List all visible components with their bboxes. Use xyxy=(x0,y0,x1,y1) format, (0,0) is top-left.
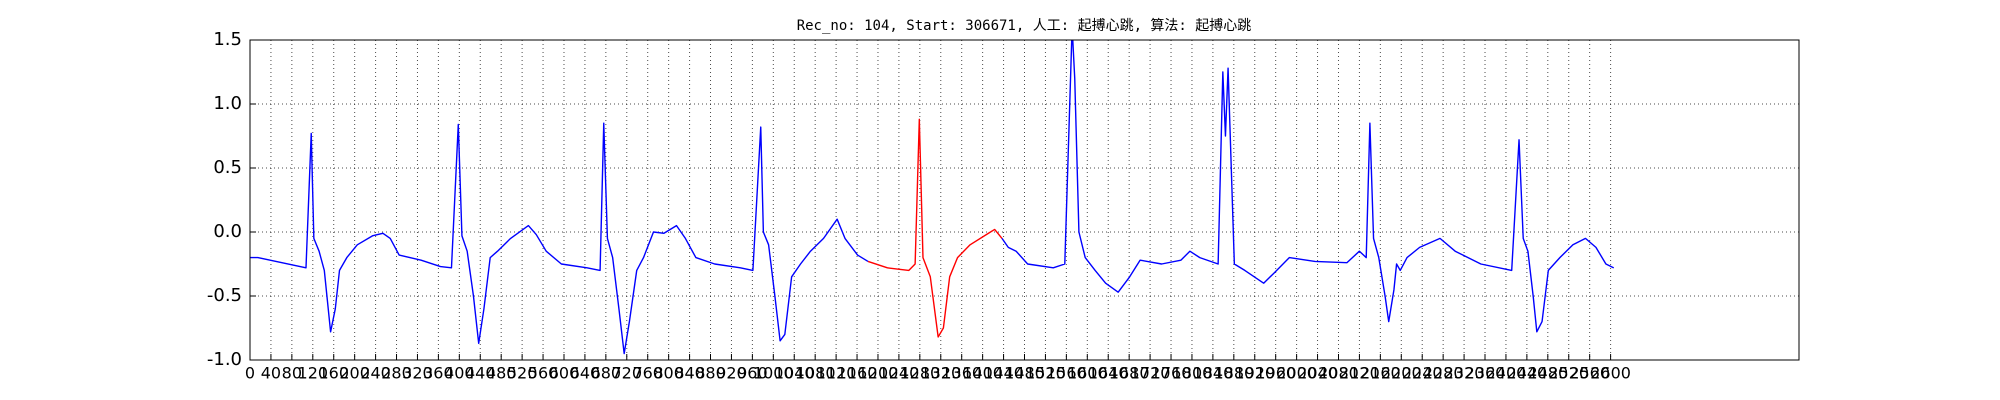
x-tick-label: 1880 xyxy=(1213,364,1254,383)
x-tick-label: 160 xyxy=(318,364,349,383)
x-tick-label: 1280 xyxy=(899,364,940,383)
x-tick-label: 1120 xyxy=(816,364,857,383)
y-tick-label: 0.0 xyxy=(213,221,242,242)
x-tick-label: 2400 xyxy=(1486,364,1527,383)
x-tick-label: 1400 xyxy=(962,364,1003,383)
y-tick-label: -1.0 xyxy=(207,349,242,370)
ecg-trace xyxy=(867,118,1003,338)
x-tick-label: 1320 xyxy=(920,364,961,383)
x-tick-label: 2240 xyxy=(1402,364,1443,383)
x-tick-label: 1440 xyxy=(983,364,1024,383)
x-tick-label: 960 xyxy=(737,364,768,383)
x-tick-label: 2040 xyxy=(1297,364,1338,383)
x-tick-label: 360 xyxy=(423,364,454,383)
x-tick-label: 2280 xyxy=(1423,364,1464,383)
x-tick-label: 520 xyxy=(507,364,538,383)
x-tick-label: 1200 xyxy=(858,364,899,383)
x-tick-label: 640 xyxy=(570,364,601,383)
x-tick-label: 200 xyxy=(339,364,370,383)
x-tick-label: 1680 xyxy=(1109,364,1150,383)
x-tick-label: 2000 xyxy=(1276,364,1317,383)
ecg-trace xyxy=(1001,40,1615,333)
x-tick-label: 2600 xyxy=(1590,364,1631,383)
x-tick-label: 2320 xyxy=(1444,364,1485,383)
x-tick-label: 800 xyxy=(653,364,684,383)
x-tick-label: 120 xyxy=(298,364,329,383)
x-tick-label: 2080 xyxy=(1318,364,1359,383)
x-tick-label: 1480 xyxy=(1004,364,1045,383)
x-tick-label: 1080 xyxy=(795,364,836,383)
x-tick-label: 1560 xyxy=(1046,364,1087,383)
x-tick-label: 1040 xyxy=(774,364,815,383)
x-tick-label: 680 xyxy=(591,364,622,383)
chart-title: Rec_no: 104, Start: 306671, 人工: 起搏心跳, 算法… xyxy=(797,17,1252,34)
x-tick-label: 1520 xyxy=(1025,364,1066,383)
x-tick-label: 2480 xyxy=(1527,364,1568,383)
x-tick-label: 1720 xyxy=(1130,364,1171,383)
x-tick-label: 80 xyxy=(282,364,302,383)
x-tick-label: 1000 xyxy=(753,364,794,383)
x-tick-label: 280 xyxy=(381,364,412,383)
x-tick-label: 840 xyxy=(674,364,705,383)
x-tick-label: 400 xyxy=(444,364,475,383)
x-tick-label: 2160 xyxy=(1360,364,1401,383)
x-tick-label: 920 xyxy=(716,364,747,383)
x-tick-label: 1800 xyxy=(1172,364,1213,383)
x-tick-label: 760 xyxy=(632,364,663,383)
x-tick-label: 1960 xyxy=(1255,364,1296,383)
x-tick-label: 440 xyxy=(465,364,496,383)
x-tick-label: 240 xyxy=(360,364,391,383)
x-tick-label: 1240 xyxy=(879,364,920,383)
x-tick-label: 1920 xyxy=(1234,364,1275,383)
y-tick-label: 1.5 xyxy=(213,29,242,50)
x-tick-label: 1160 xyxy=(837,364,878,383)
ecg-trace xyxy=(250,122,869,355)
x-tick-label: 880 xyxy=(695,364,726,383)
x-tick-label: 2560 xyxy=(1569,364,1610,383)
x-tick-label: 480 xyxy=(486,364,517,383)
x-tick-label: 1760 xyxy=(1151,364,1192,383)
x-tick-label: 1840 xyxy=(1193,364,1234,383)
x-tick-label: 320 xyxy=(402,364,433,383)
x-tick-label: 2360 xyxy=(1465,364,1506,383)
x-tick-label: 2520 xyxy=(1548,364,1589,383)
x-tick-label: 1600 xyxy=(1067,364,1108,383)
x-tick-label: 600 xyxy=(549,364,580,383)
x-tick-label: 40 xyxy=(261,364,281,383)
x-tick-label: 0 xyxy=(245,364,255,383)
x-tick-label: 2120 xyxy=(1339,364,1380,383)
y-tick-label: 0.5 xyxy=(213,157,242,178)
x-tick-label: 720 xyxy=(612,364,643,383)
y-tick-label: 1.0 xyxy=(213,93,242,114)
x-tick-label: 1360 xyxy=(941,364,982,383)
y-tick-label: -0.5 xyxy=(207,285,242,306)
x-tick-label: 2200 xyxy=(1381,364,1422,383)
x-tick-label: 1640 xyxy=(1088,364,1129,383)
x-tick-label: 2440 xyxy=(1507,364,1548,383)
x-tick-label: 560 xyxy=(528,364,559,383)
plot-area xyxy=(250,40,1799,360)
